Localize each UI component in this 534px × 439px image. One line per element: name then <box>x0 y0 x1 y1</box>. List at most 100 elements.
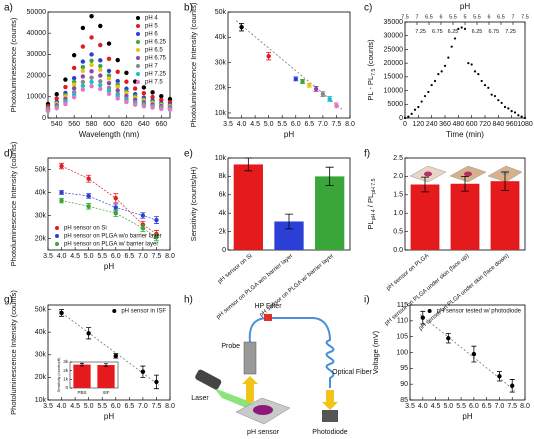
y-tick-label: 20000 <box>27 72 47 79</box>
x-tick-label: 840 <box>492 121 504 128</box>
x-tick-label: 5.5 <box>97 403 107 410</box>
point <box>71 65 77 71</box>
point <box>423 94 427 98</box>
x-tick-label: 7.0 <box>138 253 148 260</box>
legend: pH sensor tested w/ photodiode <box>427 309 522 315</box>
x-tick-label: 4.5 <box>431 403 441 410</box>
x-tick-label: 5.5 <box>97 253 107 260</box>
diagram-label: pH sensor <box>247 429 280 436</box>
point <box>45 108 51 114</box>
point <box>113 211 118 216</box>
point <box>450 45 453 48</box>
y-tick-label: 10000 <box>384 87 404 94</box>
legend-label: pH 7.5 <box>145 80 163 86</box>
point <box>132 86 138 91</box>
plot-frame <box>404 21 526 119</box>
legend-label: pH sensor on Si <box>64 226 107 232</box>
y-tick-label: 35000 <box>384 19 404 26</box>
y-tick-label: 3k <box>63 359 69 364</box>
x2-tick-label: 6 <box>439 14 442 20</box>
point <box>115 57 120 63</box>
point <box>132 102 138 107</box>
point <box>80 25 86 31</box>
legend-swatch <box>135 64 140 68</box>
x-tick-label: 3.5 <box>223 121 233 128</box>
point <box>115 69 120 74</box>
y-axis-label-part: PL <box>366 220 375 229</box>
icon <box>424 171 432 177</box>
legend-swatch <box>135 56 140 60</box>
y-tick-label: 20k <box>35 235 47 242</box>
legend-label: pH 4 <box>145 16 158 22</box>
point <box>300 79 305 84</box>
point <box>89 52 94 57</box>
y-tick-label: 10k <box>35 397 47 404</box>
x2-tick-label: 7.5 <box>401 14 409 20</box>
x-tick-label: 600 <box>103 121 115 128</box>
x-axis-label: pH <box>104 262 114 271</box>
panel-label: g) <box>4 295 13 306</box>
icon <box>464 171 472 177</box>
point <box>115 88 120 93</box>
legend-swatch <box>135 32 140 36</box>
point <box>483 83 487 87</box>
fit-line <box>235 20 343 110</box>
x-tick-label: 6.5 <box>124 253 134 260</box>
x-tick-label: 4.5 <box>250 121 260 128</box>
setup-diagram: HP Filter Probe Optical Fiber Laser pH s… <box>191 303 372 436</box>
point <box>141 85 147 90</box>
point <box>98 82 103 88</box>
skin-icons <box>409 165 523 183</box>
point <box>106 56 112 62</box>
y-tick-label: 1k <box>63 377 69 382</box>
y-tick-label: 105 <box>396 334 408 341</box>
x2-tick-label: 5.5 <box>449 14 457 20</box>
x-tick-label: 4.5 <box>70 403 80 410</box>
point <box>420 315 425 320</box>
point <box>80 79 86 85</box>
y-tick-label: 90 <box>400 381 408 388</box>
error-bar <box>285 213 293 230</box>
x-tick-label: 4.0 <box>237 121 247 128</box>
y-axis-label: Voltage (mV) <box>371 330 380 374</box>
annotation: 6.75 <box>488 29 499 35</box>
x-tick-label: 120 <box>412 121 424 128</box>
x-tick-label: pH sensor on PLGA w/o barrier layer <box>216 253 295 320</box>
panel-label: c) <box>364 3 372 14</box>
x-axis-label: Wavelength (nm) <box>79 130 140 139</box>
x-tick-label: 5.0 <box>84 253 94 260</box>
point <box>89 69 94 74</box>
icon <box>502 171 509 175</box>
x-tick-label: 560 <box>68 121 80 128</box>
x-tick-label: 580 <box>86 121 98 128</box>
x-tick-label: 5.5 <box>456 403 466 410</box>
point <box>154 379 159 385</box>
point <box>480 79 483 83</box>
point <box>433 79 437 83</box>
point <box>115 84 120 90</box>
plot-frame <box>47 157 171 251</box>
x-tick-label: 5.0 <box>84 403 94 410</box>
error-bar <box>325 166 334 186</box>
point <box>106 81 112 86</box>
legend-label: pH sensor tested w/ photodiode <box>437 309 522 315</box>
point <box>71 86 77 91</box>
point <box>413 108 417 111</box>
x-tick-label: 7.5 <box>332 121 342 128</box>
y-tick-label: 95 <box>400 365 408 372</box>
y-tick-label: 0 <box>42 115 46 122</box>
y-tick-label: 0 <box>222 247 226 254</box>
x-tick-label: 720 <box>479 121 491 128</box>
point <box>86 204 91 209</box>
y-tick-label: 1.5 <box>393 192 403 199</box>
y-tick-label: 20k <box>215 85 227 92</box>
error-bar <box>501 171 509 191</box>
point <box>463 27 467 30</box>
x-tick-label: 540 <box>51 121 63 128</box>
x-tick-label: 5.0 <box>443 403 453 410</box>
point <box>167 107 173 112</box>
point <box>106 91 112 97</box>
x-tick-label: 1080 <box>517 121 533 128</box>
point <box>98 86 103 92</box>
